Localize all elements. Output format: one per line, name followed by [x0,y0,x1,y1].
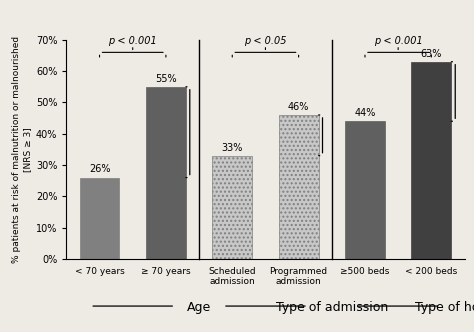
Text: 46%: 46% [288,102,310,112]
Text: Type of hospital: Type of hospital [415,300,474,314]
Text: p < 0.001: p < 0.001 [374,36,422,46]
Text: 26%: 26% [89,164,110,174]
Text: Age: Age [187,300,211,314]
Text: 33%: 33% [221,142,243,152]
Bar [146,87,186,259]
Bar [345,121,385,259]
Text: Type of admission: Type of admission [276,300,388,314]
Text: p < 0.05: p < 0.05 [244,36,287,46]
Text: 44%: 44% [354,108,376,118]
Bar [212,156,252,259]
Y-axis label: % patients at risk of malnutrition or malnourished
[NRS ≥ 3]: % patients at risk of malnutrition or ma… [12,36,32,263]
Bar [279,115,319,259]
Text: 63%: 63% [420,48,442,59]
Bar [80,178,119,259]
Text: p < 0.001: p < 0.001 [109,36,157,46]
Text: 55%: 55% [155,74,177,84]
Bar [411,62,451,259]
